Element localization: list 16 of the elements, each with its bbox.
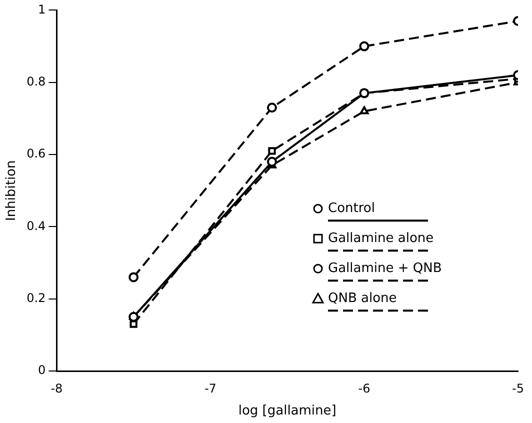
x-tick-label: -6: [358, 381, 370, 396]
y-tick-label: 0.6: [26, 146, 46, 161]
x-tick-label: -5: [512, 381, 524, 396]
y-tick-label: 0.4: [26, 218, 46, 233]
y-tick-label: 0: [38, 363, 46, 378]
x-tick-label: -8: [50, 381, 63, 396]
y-tick-label: 0.2: [26, 290, 46, 305]
x-axis-title: log [gallamine]: [238, 404, 336, 419]
legend-label: QNB alone: [328, 291, 397, 306]
y-tick-label: 1: [38, 2, 46, 16]
legend-label: Gallamine + QNB: [328, 261, 442, 276]
y-axis-title: Inhibition: [4, 160, 20, 221]
y-tick-label: 0.8: [26, 74, 46, 88]
x-tick-label: -7: [204, 381, 216, 396]
legend-label: Gallamine alone: [328, 231, 434, 246]
legend-label: Control: [328, 201, 375, 216]
